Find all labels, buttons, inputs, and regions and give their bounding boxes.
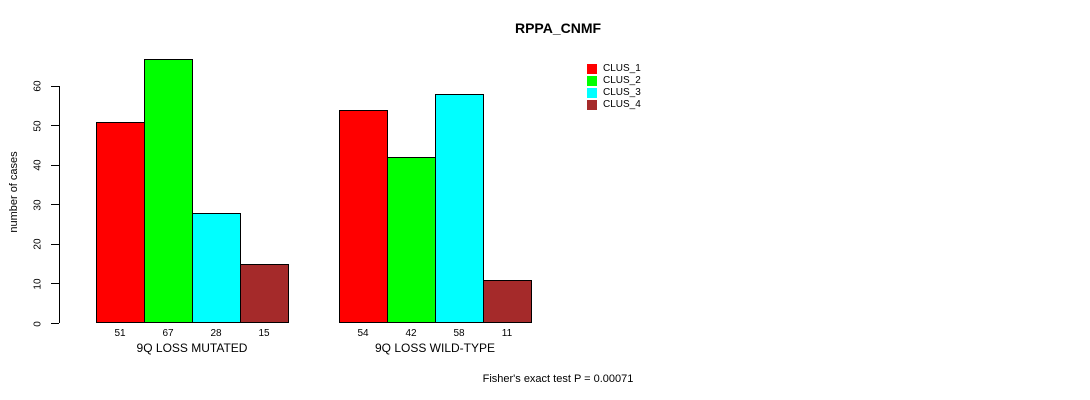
legend-label: CLUS_3 [603,87,641,98]
bar-value-label: 51 [114,328,126,339]
legend: CLUS_1 CLUS_2 CLUS_3 CLUS_4 [587,63,641,111]
legend-label: CLUS_4 [603,99,641,110]
y-tick [51,283,59,285]
bar-clus_2 [387,157,436,324]
bar-clus_1 [96,121,145,324]
legend-row: CLUS_1 [587,63,641,75]
bar-value-label: 54 [357,328,369,339]
legend-row: CLUS_2 [587,75,641,87]
y-axis-label: number of cases [8,151,20,233]
legend-swatch-icon [587,64,597,74]
chart-title: RPPA_CNMF [514,20,602,36]
category-label: 9Q LOSS MUTATED [136,341,248,355]
legend-row: CLUS_3 [587,87,641,99]
bar-value-label: 58 [453,328,465,339]
annotation-text: Fisher's exact test P = 0.00071 [482,373,634,385]
legend-label: CLUS_1 [603,63,641,74]
legend-swatch-icon [587,88,597,98]
legend-row: CLUS_4 [587,99,641,111]
legend-label: CLUS_2 [603,75,641,86]
y-tick [51,204,59,206]
y-tick-label: 0 [32,320,44,327]
bar-clus_1 [339,109,388,324]
bar-clus_3 [192,212,241,324]
bar-value-label: 67 [162,328,174,339]
bar-clus_3 [435,94,484,324]
bar-clus_2 [144,58,193,324]
category-label: 9Q LOSS WILD-TYPE [374,341,496,355]
bar-clus_4 [483,279,532,324]
y-tick-label: 20 [32,238,44,250]
y-tick-label: 50 [32,120,44,132]
y-tick-label: 30 [32,199,44,211]
bar-clus_4 [240,264,289,324]
y-tick [51,323,59,324]
y-tick [51,164,59,166]
y-axis-line [59,86,60,324]
legend-swatch-icon [587,76,597,86]
y-tick [51,243,59,245]
y-tick [51,85,59,87]
y-tick-label: 40 [32,159,44,171]
bar-value-label: 11 [501,328,513,339]
legend-swatch-icon [587,100,597,110]
y-tick [51,125,59,127]
bar-value-label: 15 [258,328,270,339]
bar-value-label: 28 [210,328,222,339]
y-tick-label: 10 [32,278,44,290]
bar-value-label: 42 [405,328,417,339]
y-tick-label: 60 [32,80,44,92]
